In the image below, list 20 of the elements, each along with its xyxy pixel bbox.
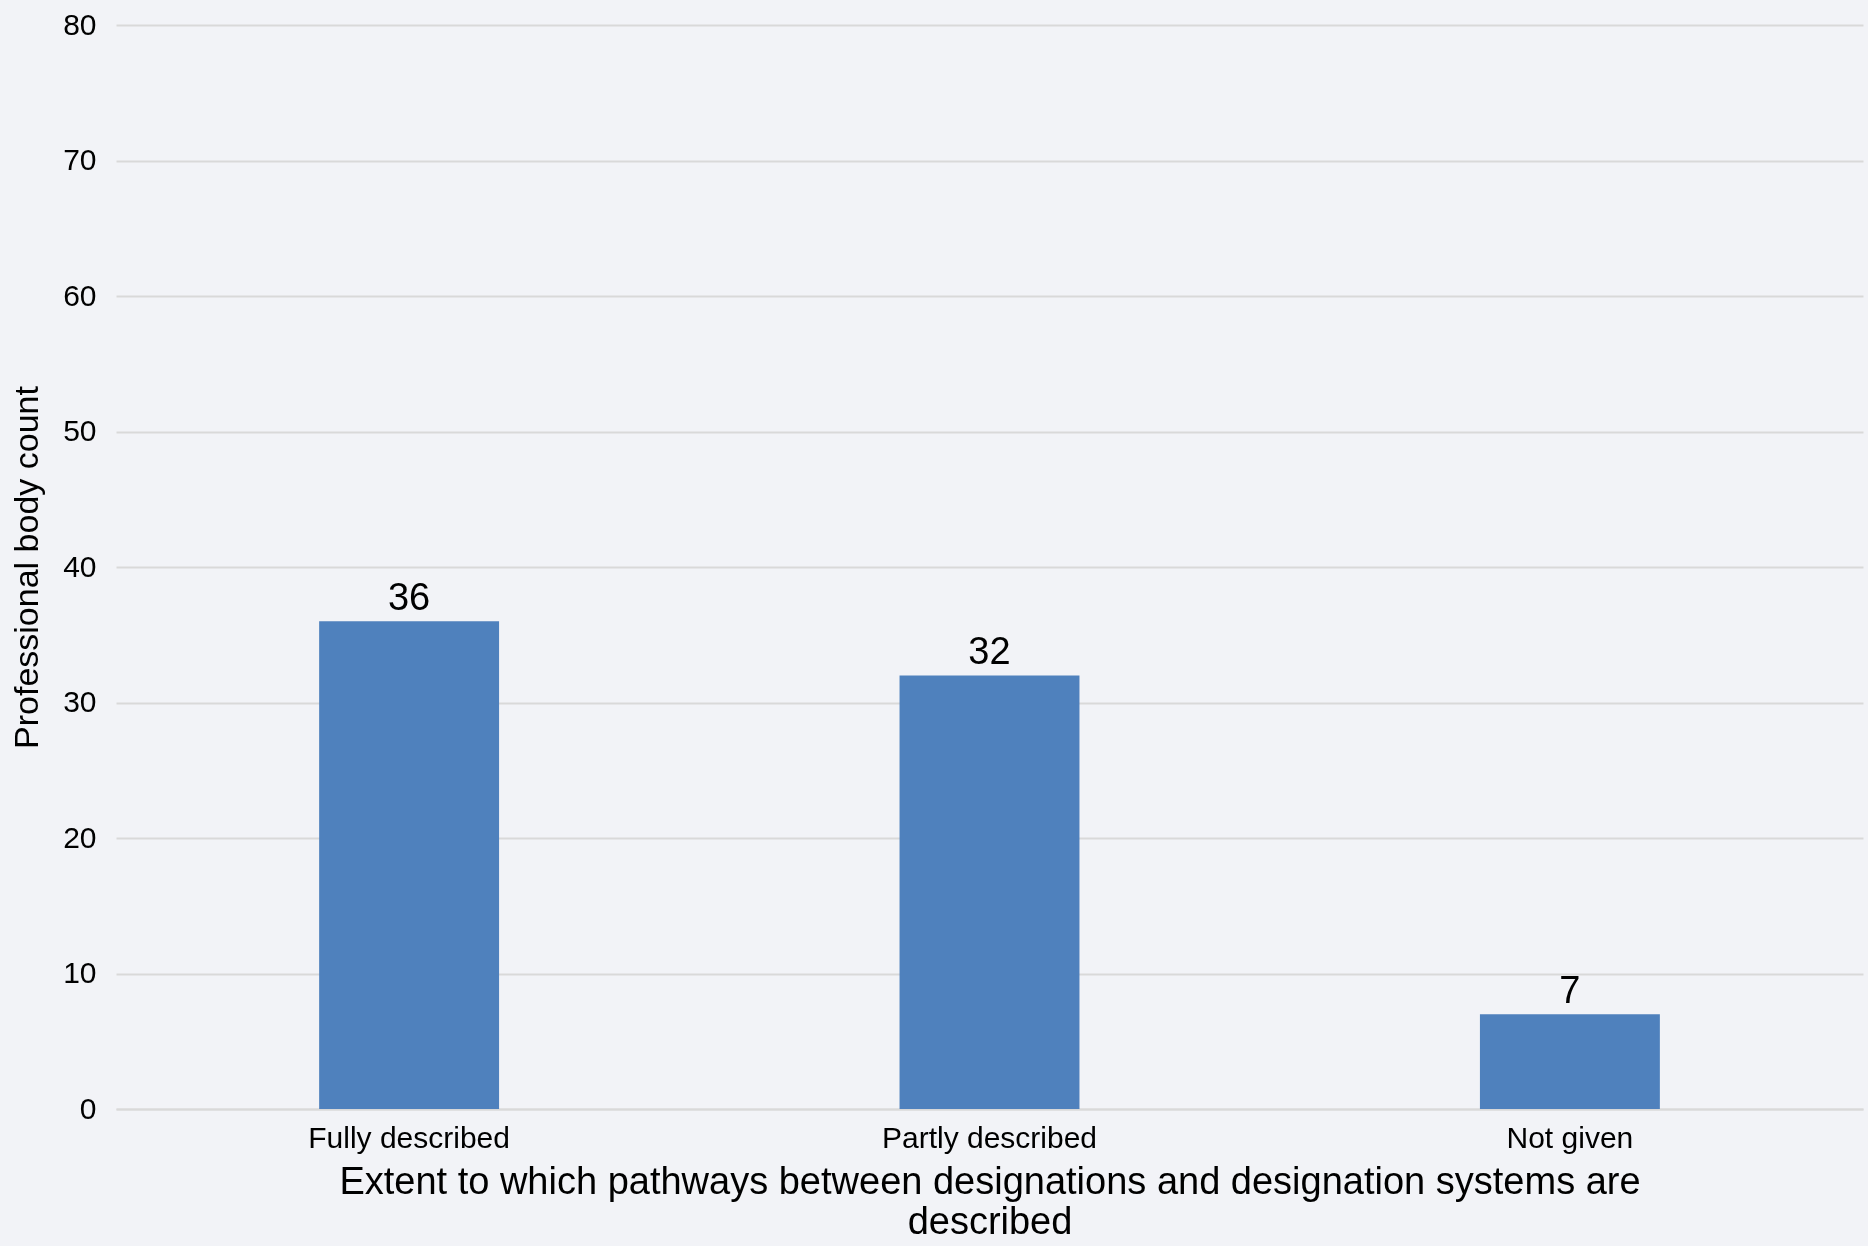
- y-tick-label: 20: [63, 820, 97, 854]
- y-tick-label: 10: [63, 956, 97, 989]
- y-tick-label: 0: [79, 1091, 97, 1125]
- y-tick-label: 50: [63, 414, 97, 447]
- x-tick-label: Partly described: [881, 1120, 1098, 1154]
- x-tick-label: Fully described: [308, 1120, 510, 1154]
- x-tick-label: Not given: [1506, 1120, 1634, 1154]
- y-axis-title: Professional body count: [7, 385, 46, 749]
- y-tick-label: 30: [63, 685, 97, 718]
- x-axis-title: Extent to which pathways between designations and designation systems are described: [339, 1159, 1641, 1242]
- y-tick-label: 70: [63, 143, 97, 176]
- bar: [319, 621, 500, 1109]
- data-label: 32: [968, 630, 1011, 673]
- bar: [899, 675, 1080, 1109]
- y-tick-label: 80: [63, 7, 97, 41]
- bar: [1479, 1014, 1660, 1109]
- data-label: 7: [1559, 969, 1581, 1012]
- data-label: 36: [387, 576, 431, 619]
- y-tick-label: 60: [63, 278, 97, 312]
- y-tick-label: 40: [63, 549, 97, 583]
